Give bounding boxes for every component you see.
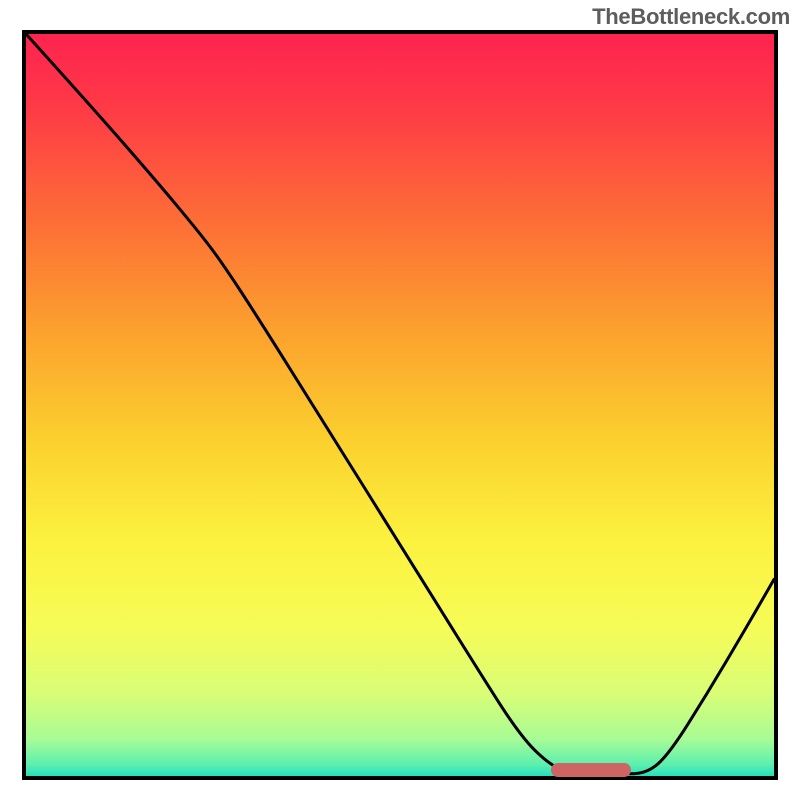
- bottleneck-curve: [26, 34, 774, 774]
- attribution-text: TheBottleneck.com: [592, 4, 790, 30]
- curve-svg: [26, 34, 774, 776]
- chart-container: TheBottleneck.com: [0, 0, 800, 800]
- optimum-marker: [551, 763, 631, 777]
- plot-frame: [22, 30, 778, 780]
